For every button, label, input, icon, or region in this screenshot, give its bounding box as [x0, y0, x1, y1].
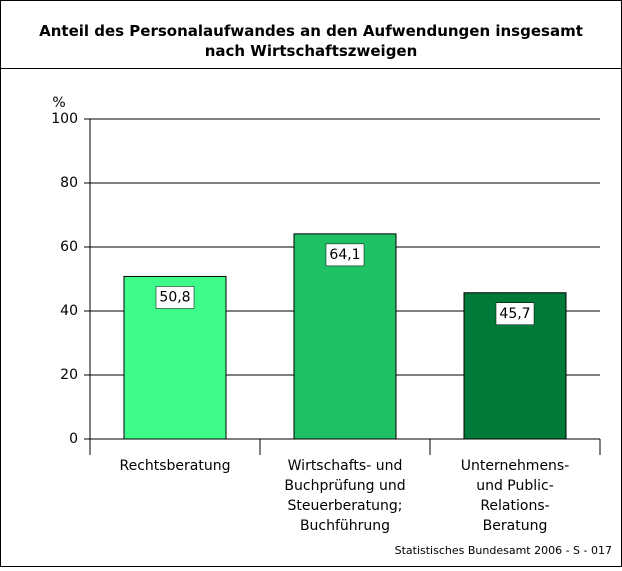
text-line: %	[52, 95, 65, 111]
y-tick-label: 40	[60, 303, 78, 319]
text-line: nach Wirtschaftszweigen	[205, 42, 418, 60]
value-label-box	[155, 286, 195, 309]
text-line: Buchführung	[300, 518, 390, 534]
text-line: Wirtschafts- und	[288, 458, 403, 474]
text-line: Relations-	[480, 498, 549, 514]
y-tick-label: 60	[60, 239, 78, 255]
text-line: Anteil des Personalaufwandes an den Aufw…	[39, 22, 583, 40]
source: Statistisches Bundesamt 2006 - S - 017	[395, 544, 612, 557]
y-tick-label: 0	[69, 431, 78, 447]
text-line: 100	[51, 111, 78, 127]
value-label: 64,1	[329, 247, 360, 263]
text-line: Rechtsberatung	[119, 458, 230, 474]
value-label-box	[325, 243, 365, 267]
text-line: Beratung	[483, 518, 548, 534]
text-line: 50,8	[159, 289, 190, 305]
text-line: 60	[60, 239, 78, 255]
text-line: und Public-	[476, 478, 554, 494]
bar	[293, 233, 397, 440]
text-line: 45,7	[499, 306, 530, 322]
text-line: Statistisches Bundesamt 2006 - S - 017	[395, 544, 612, 557]
y-tick-label: 80	[60, 175, 78, 191]
value-label: 45,7	[499, 306, 530, 322]
text-line: Unternehmens-	[461, 458, 570, 474]
y-tick-label: 100	[51, 111, 78, 127]
text-line: 40	[60, 303, 78, 319]
text-line: Steuerberatung;	[288, 498, 403, 514]
text-line: 64,1	[329, 247, 360, 263]
value-label: 50,8	[159, 289, 190, 305]
chart-title: Anteil des Personalaufwandes an den Aufw…	[39, 22, 583, 60]
text-line: 0	[69, 431, 78, 447]
x-tick-label: Rechtsberatung	[119, 458, 230, 474]
y-tick-label: 20	[60, 367, 78, 383]
y-axis-label: %	[52, 95, 65, 111]
text-line: 80	[60, 175, 78, 191]
x-tick-label: Unternehmens-und Public- Relations- Beratu…	[461, 458, 570, 534]
text-line: 20	[60, 367, 78, 383]
x-tick-label: Wirtschafts- und Buchprüfung und Steuerber…	[284, 458, 405, 534]
text-line: Buchprüfung und	[284, 478, 405, 494]
value-label-box	[495, 302, 535, 326]
